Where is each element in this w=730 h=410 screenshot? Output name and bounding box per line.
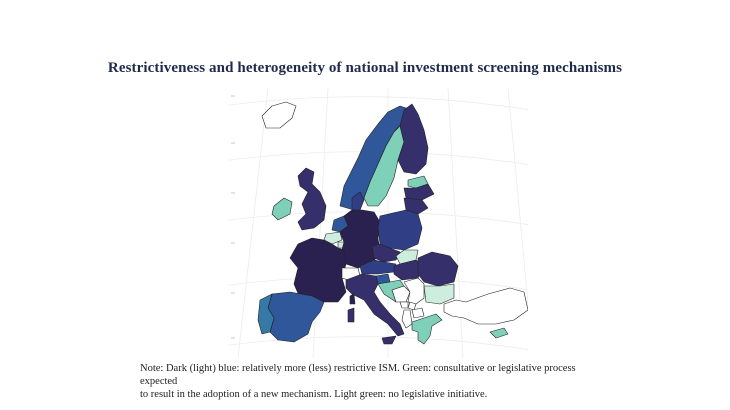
country-germany — [339, 209, 381, 269]
country-portugal — [257, 293, 275, 335]
country-italy-sardinia — [347, 307, 355, 323]
country-greece — [411, 313, 443, 345]
map-title: Restrictiveness and heterogeneity of nat… — [107, 60, 623, 76]
country-bosnia — [391, 285, 411, 303]
country-romania — [417, 251, 459, 287]
europe-map — [228, 88, 528, 358]
country-bulgaria — [423, 283, 455, 305]
country-italy-sicily — [381, 335, 397, 345]
note-line-2: to result in the adoption of a new mecha… — [140, 389, 488, 400]
map-note: Note: Dark (light) blue: relatively more… — [140, 362, 610, 401]
country-ireland — [271, 197, 293, 221]
country-spain — [267, 291, 325, 343]
country-belgium — [323, 231, 343, 245]
country-slovakia — [395, 249, 419, 265]
country-montenegro — [399, 301, 409, 309]
country-italy — [345, 273, 405, 337]
country-iceland — [261, 101, 297, 129]
country-albania — [401, 309, 413, 329]
note-line-1: Note: Dark (light) blue: relatively more… — [140, 363, 576, 387]
country-denmark — [351, 191, 365, 211]
country-cyprus — [489, 327, 509, 339]
countries-layer — [257, 101, 528, 345]
country-turkey — [443, 287, 528, 325]
graticule — [228, 88, 528, 358]
country-france-corsica — [349, 293, 356, 305]
europe-map-svg — [228, 88, 528, 358]
country-north-macedonia — [411, 307, 425, 319]
country-france — [289, 237, 347, 303]
country-lithuania — [403, 197, 429, 215]
country-united-kingdom — [297, 167, 327, 231]
country-poland — [377, 209, 423, 251]
map-tick-marks — [231, 95, 235, 339]
country-finland — [397, 103, 429, 175]
country-serbia — [403, 277, 425, 305]
